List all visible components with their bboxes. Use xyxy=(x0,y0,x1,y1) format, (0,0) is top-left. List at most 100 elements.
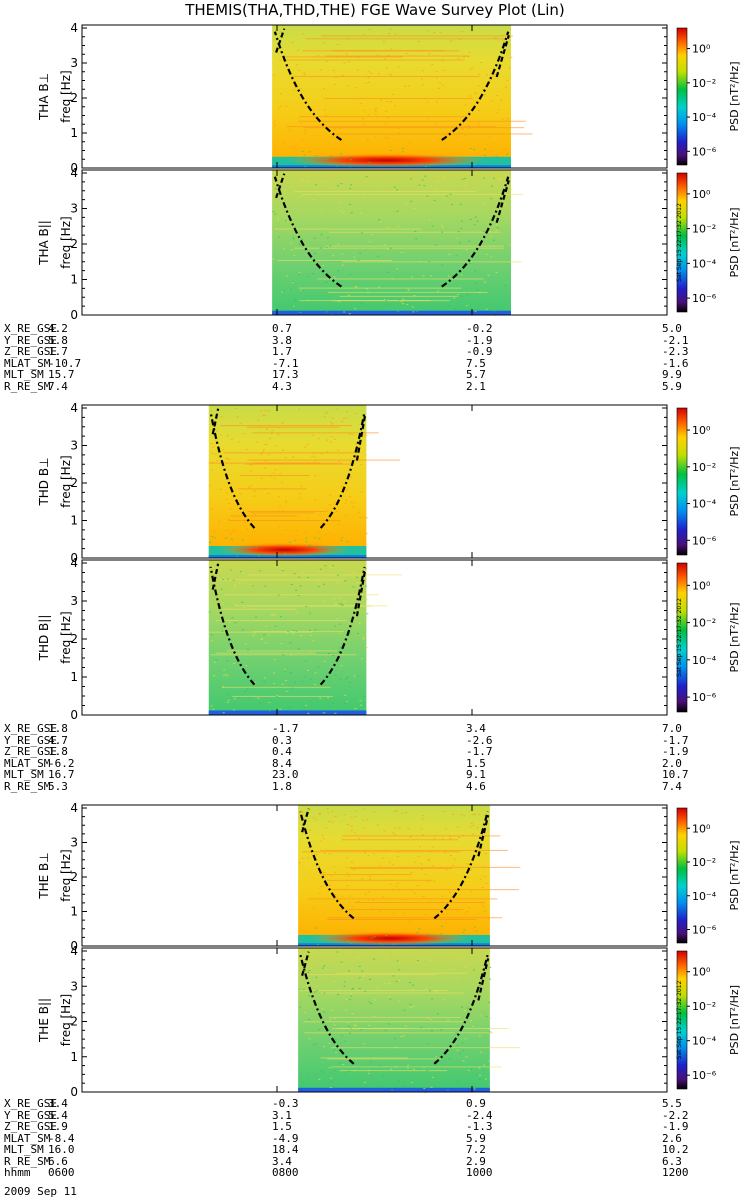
noise-speckle xyxy=(483,1064,486,1066)
noise-speckle xyxy=(460,220,463,222)
noise-speckle xyxy=(226,492,229,494)
noise-speckle xyxy=(215,423,218,425)
spectral-line xyxy=(294,190,477,192)
noise-speckle xyxy=(295,589,298,591)
noise-speckle xyxy=(338,597,341,599)
cyclotron-curve xyxy=(477,814,490,857)
noise-speckle xyxy=(368,1025,371,1027)
noise-speckle xyxy=(319,135,322,137)
noise-speckle xyxy=(334,129,337,131)
colorbar-tick-label: 10⁰ xyxy=(692,822,711,835)
noise-speckle xyxy=(361,878,364,880)
noise-speckle xyxy=(233,698,236,700)
noise-speckle xyxy=(256,620,259,622)
ephemeris-row-name: MLT_SM xyxy=(4,1143,44,1156)
noise-speckle xyxy=(323,42,326,44)
resonance-peak xyxy=(286,153,488,168)
spectral-line xyxy=(335,133,533,135)
noise-speckle xyxy=(278,426,281,428)
noise-speckle xyxy=(428,164,431,166)
noise-speckle xyxy=(354,286,357,288)
cyclotron-curve xyxy=(477,958,490,1001)
noise-speckle xyxy=(273,672,276,674)
noise-speckle xyxy=(476,220,479,222)
noise-speckle xyxy=(398,889,401,891)
noise-speckle xyxy=(210,640,213,642)
spectral-line xyxy=(235,605,388,607)
noise-speckle xyxy=(334,1039,337,1041)
noise-speckle xyxy=(299,818,302,820)
noise-speckle xyxy=(299,585,302,587)
noise-speckle xyxy=(401,898,404,900)
noise-speckle xyxy=(312,1044,315,1046)
freq-axis-label: freq [Hz] xyxy=(59,611,73,663)
noise-speckle xyxy=(337,909,340,911)
noise-speckle xyxy=(349,188,352,190)
noise-speckle xyxy=(410,178,413,180)
noise-speckle xyxy=(334,76,337,78)
noise-speckle xyxy=(457,57,460,59)
noise-speckle xyxy=(470,869,473,871)
colorbar-label: PSD [nT²/Hz] xyxy=(728,61,741,131)
noise-speckle xyxy=(384,137,387,139)
noise-speckle xyxy=(347,61,350,63)
noise-speckle xyxy=(285,690,288,692)
noise-speckle xyxy=(441,925,444,927)
y-tick-label: 1 xyxy=(70,670,78,684)
freq-axis-label: freq [Hz] xyxy=(59,994,73,1046)
noise-speckle xyxy=(359,212,362,214)
noise-speckle xyxy=(464,966,467,968)
noise-speckle xyxy=(249,485,252,487)
noise-speckle xyxy=(459,203,462,205)
noise-speckle xyxy=(235,408,238,410)
noise-speckle xyxy=(263,634,266,636)
noise-speckle xyxy=(277,219,280,221)
noise-speckle xyxy=(279,93,282,95)
noise-speckle xyxy=(394,833,397,835)
noise-speckle xyxy=(307,181,310,183)
noise-speckle xyxy=(373,958,376,960)
noise-speckle xyxy=(323,838,326,840)
noise-speckle xyxy=(392,93,395,95)
spectral-line xyxy=(302,851,461,853)
noise-speckle xyxy=(500,177,503,179)
noise-speckle xyxy=(421,78,424,80)
noise-speckle xyxy=(353,868,356,870)
cyclotron-curve xyxy=(301,951,310,976)
ephemeris-value: -1.3 xyxy=(466,1120,493,1133)
noise-speckle xyxy=(369,878,372,880)
ephemeris-value: -2.1 xyxy=(662,333,689,347)
spectral-line xyxy=(335,972,469,974)
noise-speckle xyxy=(298,862,301,864)
noise-speckle xyxy=(392,832,395,834)
spectral-line xyxy=(230,515,297,517)
noise-speckle xyxy=(428,261,431,263)
noise-speckle xyxy=(416,1087,419,1089)
noise-speckle xyxy=(378,286,381,288)
noise-speckle xyxy=(273,124,276,126)
cyclotron-curve xyxy=(209,566,256,686)
ephemeris-value: 2.9 xyxy=(466,1154,486,1168)
noise-speckle xyxy=(410,871,413,873)
spectral-line xyxy=(247,459,400,461)
noise-speckle xyxy=(495,271,498,273)
noise-speckle xyxy=(490,235,493,237)
noise-speckle xyxy=(345,499,348,501)
noise-speckle xyxy=(357,582,360,584)
spectral-line xyxy=(299,974,437,976)
noise-speckle xyxy=(368,876,371,878)
y-tick-label: 2 xyxy=(70,632,78,646)
noise-speckle xyxy=(365,532,368,534)
spectral-line xyxy=(307,898,498,900)
spectral-line xyxy=(302,193,524,195)
noise-speckle xyxy=(358,708,361,710)
noise-speckle xyxy=(232,530,235,532)
noise-speckle xyxy=(386,117,389,119)
noise-speckle xyxy=(208,542,211,544)
ephemeris-row-name: Y_RE_GSE xyxy=(4,333,57,347)
noise-speckle xyxy=(456,293,459,295)
noise-speckle xyxy=(341,604,344,606)
noise-speckle xyxy=(493,177,496,179)
noise-speckle xyxy=(397,299,400,301)
